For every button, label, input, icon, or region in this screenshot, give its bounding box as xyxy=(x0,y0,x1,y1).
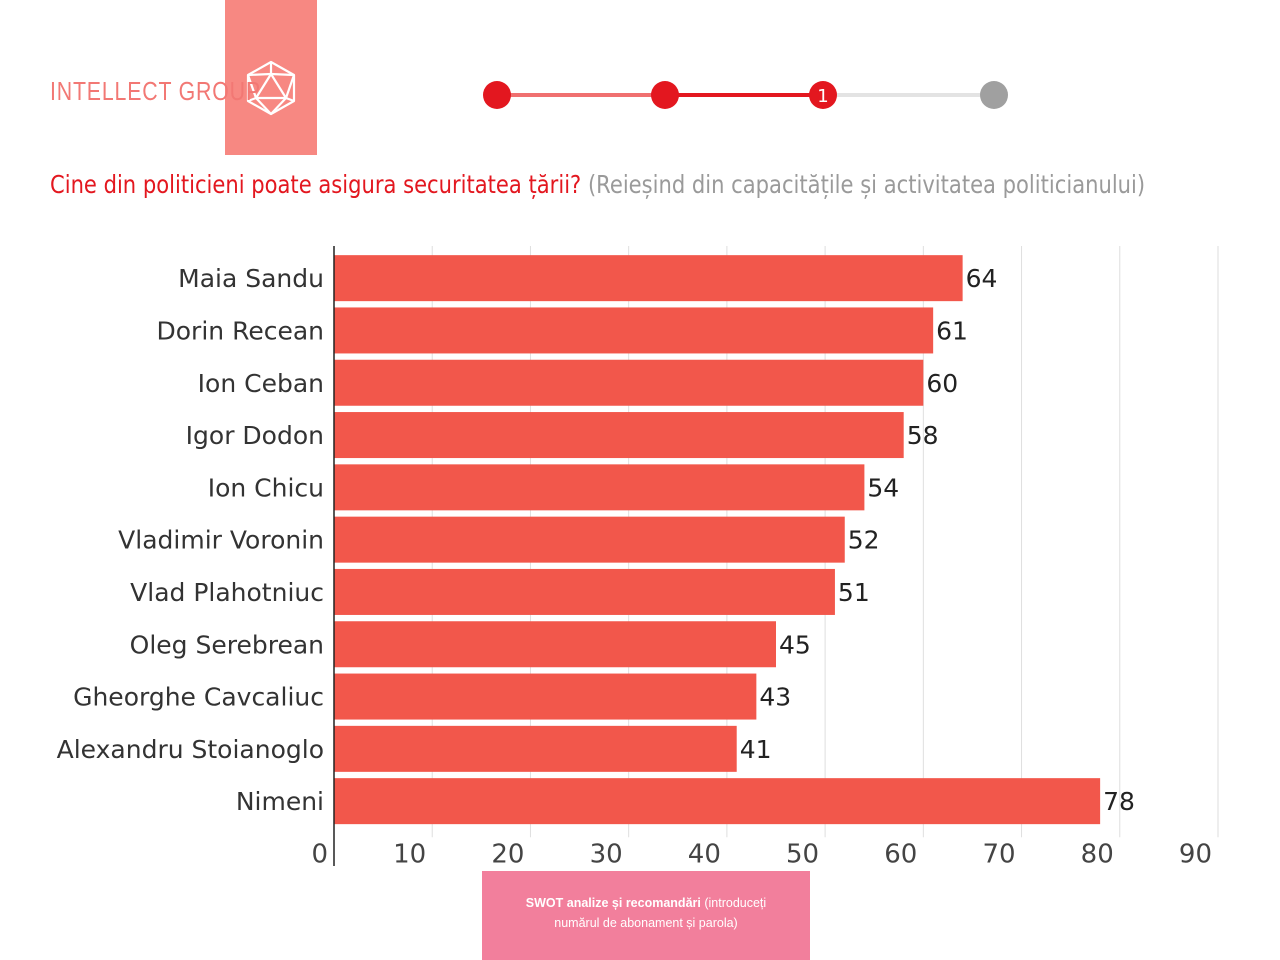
x-tick-label: 30 xyxy=(590,839,623,866)
stepper-step-1[interactable] xyxy=(483,81,511,109)
category-label: Ion Chicu xyxy=(208,473,324,502)
bar xyxy=(334,673,757,720)
swot-button[interactable]: SWOT analize și recomandări (introduceți… xyxy=(482,871,810,960)
category-label: Vlad Plahotniuc xyxy=(130,578,324,607)
x-tick-label: 50 xyxy=(786,839,819,866)
logo-block xyxy=(225,0,317,155)
bar xyxy=(334,307,934,354)
category-label: Ion Ceban xyxy=(198,369,324,398)
x-tick-label: 80 xyxy=(1081,839,1114,866)
data-label: 60 xyxy=(926,369,958,398)
bar-chart: Maia Sandu 64 Dorin Recean 61 Ion Ceban 60 Igo… xyxy=(57,246,1219,866)
bar xyxy=(334,778,1101,825)
x-tick-label: 0 xyxy=(311,839,328,866)
bar xyxy=(334,359,924,406)
stepper-step-4[interactable] xyxy=(980,81,1008,109)
data-label: 41 xyxy=(740,735,772,764)
x-tick-label: 20 xyxy=(491,839,524,866)
data-label: 51 xyxy=(838,578,870,607)
x-tick-label: 10 xyxy=(393,839,426,866)
data-label: 45 xyxy=(779,630,811,659)
icosahedron-icon xyxy=(246,60,296,116)
data-label: 52 xyxy=(848,526,880,555)
x-tick-label: 70 xyxy=(982,839,1015,866)
data-label: 58 xyxy=(907,421,939,450)
bar xyxy=(334,621,776,668)
stepper-step-2[interactable] xyxy=(651,81,679,109)
category-label: Gheorghe Cavcaliuc xyxy=(73,683,324,712)
stepper-current-label: 1 xyxy=(817,86,828,107)
chart-title: Cine din politicieni poate asigura secur… xyxy=(50,166,1228,204)
data-label: 43 xyxy=(759,683,791,712)
bar xyxy=(334,568,835,615)
bar xyxy=(334,725,737,772)
brand-name: INTELLECT GROUP xyxy=(50,76,261,106)
swot-button-bold: SWOT analize și recomandări xyxy=(525,896,701,910)
bar xyxy=(334,412,904,459)
data-label: 78 xyxy=(1103,787,1135,816)
chart-question: Cine din politicieni poate asigura secur… xyxy=(50,170,582,199)
x-tick-label: 40 xyxy=(688,839,721,866)
x-tick-label: 60 xyxy=(884,839,917,866)
progress-stepper: 1 xyxy=(483,81,1008,109)
bar xyxy=(334,516,845,563)
data-label: 54 xyxy=(867,473,899,502)
category-label: Nimeni xyxy=(236,787,324,816)
bar xyxy=(334,464,865,511)
bar xyxy=(334,255,963,302)
chart-subtitle: (Reieșind din capacitățile și activitate… xyxy=(587,170,1146,199)
category-label: Dorin Recean xyxy=(157,316,324,345)
stepper-step-current[interactable] xyxy=(809,81,837,109)
category-label: Oleg Serebrean xyxy=(130,630,324,659)
data-label: 61 xyxy=(936,316,968,345)
swot-button-rest: (introduceți numărul de abonament și par… xyxy=(554,896,767,930)
category-label: Igor Dodon xyxy=(186,421,324,450)
category-label: Vladimir Voronin xyxy=(118,526,324,555)
category-label: Maia Sandu xyxy=(178,264,324,293)
category-label: Alexandru Stoianoglo xyxy=(57,735,324,764)
data-label: 64 xyxy=(966,264,998,293)
x-tick-label: 90 xyxy=(1179,839,1212,866)
